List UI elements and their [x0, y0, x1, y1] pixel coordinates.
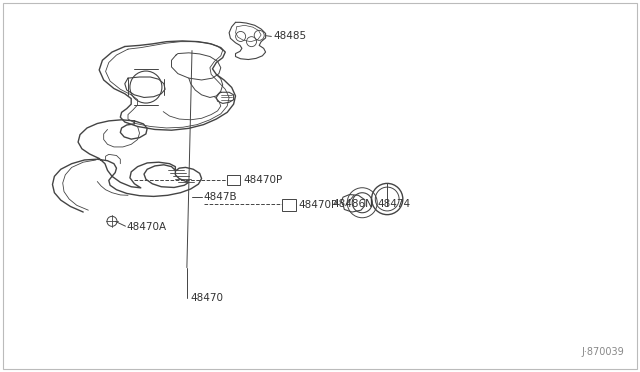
Text: J·870039: J·870039 — [581, 347, 624, 357]
Text: 48470P: 48470P — [243, 175, 282, 185]
Text: 48470P: 48470P — [299, 200, 338, 210]
Text: 48485: 48485 — [273, 32, 307, 41]
Text: 48474: 48474 — [378, 199, 411, 209]
Text: 4847B: 4847B — [204, 192, 237, 202]
Text: 48470A: 48470A — [127, 222, 167, 232]
Text: 48470: 48470 — [190, 293, 223, 302]
Text: 48486N: 48486N — [333, 199, 374, 209]
